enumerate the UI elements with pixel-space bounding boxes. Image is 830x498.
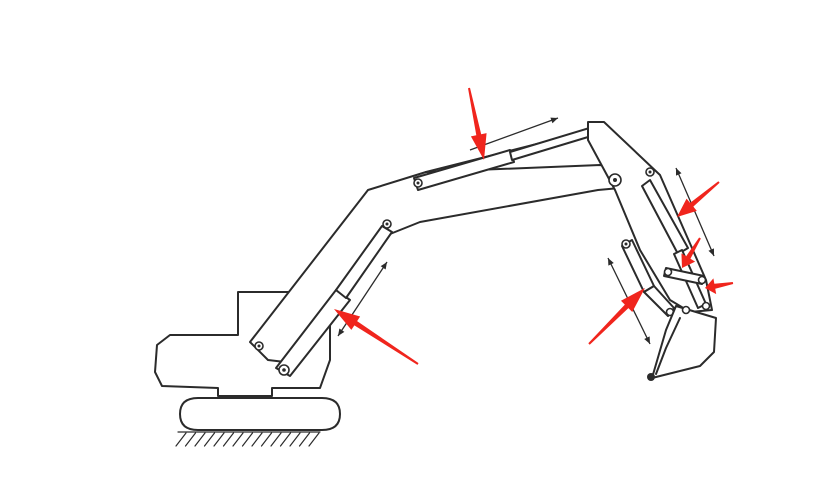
pointer-arrow-icon [468,87,487,160]
hatch-line [175,432,187,447]
hatch-line [241,432,254,447]
hydraulic-cylinder-icon [413,125,601,191]
hydraulic-cylinder-icon [621,239,675,317]
pointer-arrow-icon [705,278,734,295]
motion-arrow-shaft [337,261,388,337]
pointer-arrow-icon [334,309,419,365]
motion-arrow-icon [337,261,388,337]
motion-arrow-shaft [675,167,715,257]
hatch-line [203,432,216,447]
track-icon [179,397,341,431]
hatch-line [308,432,320,447]
motion-arrowhead [708,248,714,256]
hatch-line [279,432,292,447]
pointer-arrow-icon [681,237,701,268]
hatch-line [289,432,301,447]
motion-arrowhead [550,117,558,124]
motion-arrowhead [338,328,345,336]
hatch-line [222,432,235,447]
hydraulic-cylinder-icon [254,219,393,377]
motion-arrowhead [676,168,682,176]
hatch-line [270,432,282,447]
pointer-arrow-icon [588,288,645,345]
ground-hatch-icon [175,431,321,447]
hatch-line [298,432,311,447]
hatch-line [184,432,197,447]
hatch-line [194,432,206,447]
pointer-arrow-group [334,87,734,365]
motion-arrowhead [644,336,650,344]
motion-arrow-icon [675,167,715,257]
motion-arrowhead [608,258,614,266]
hatch-line [251,432,263,447]
hydraulic-cylinder-icon [663,267,711,311]
hatch-line [260,432,273,447]
boom-icon [249,129,623,363]
bucket-icon [647,305,717,381]
hatch-line [213,432,225,447]
pointer-arrow-icon [677,181,720,217]
hatch-line [232,432,244,447]
motion-arrowhead [380,262,387,270]
